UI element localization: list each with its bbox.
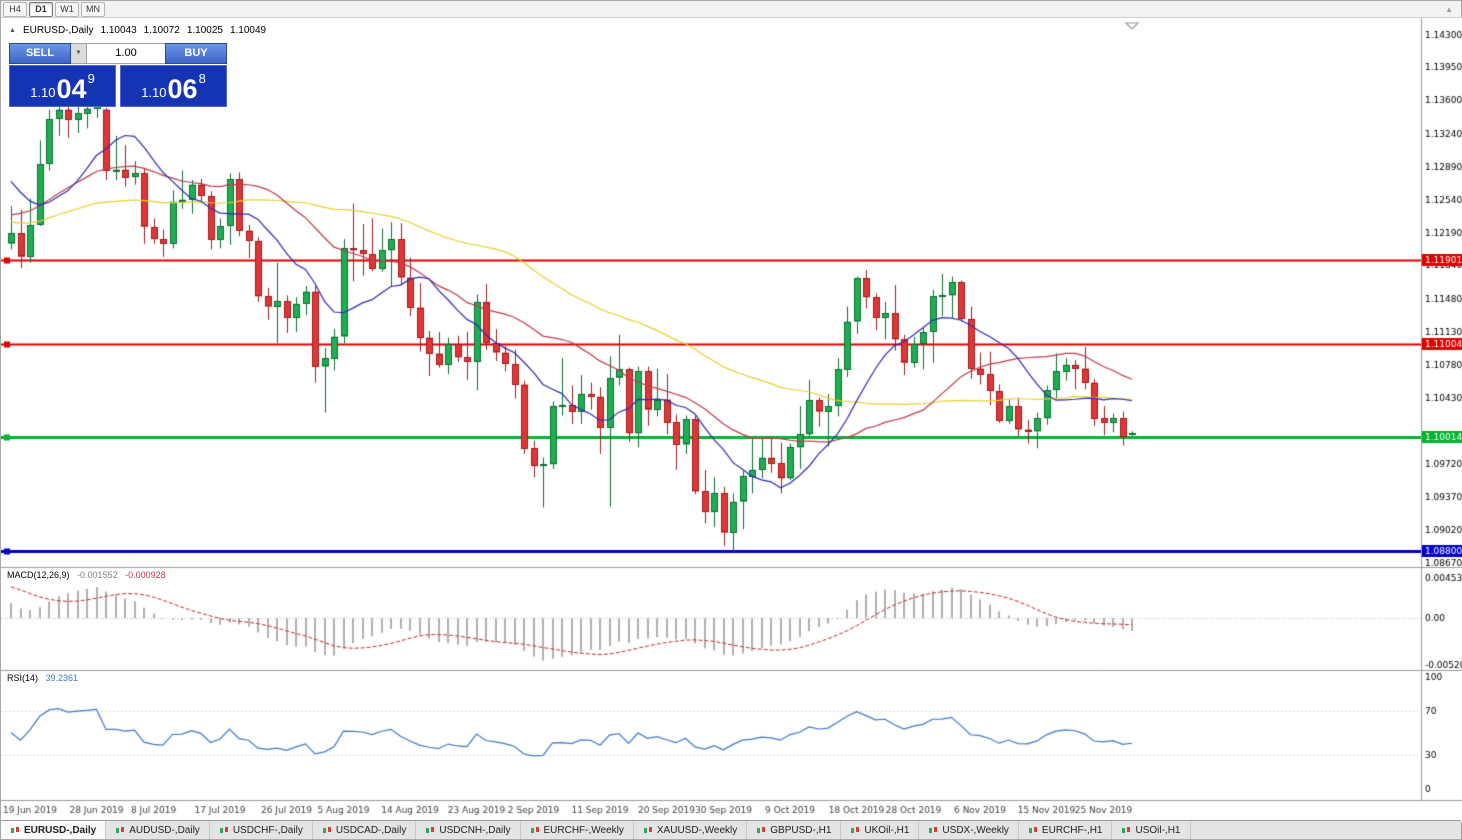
chart-tab-icon [530,827,539,833]
buy-price-big: 06 [167,74,198,104]
tab-eurchf-weekly[interactable]: EURCHF-,Weekly [521,821,634,839]
tf-button-h4[interactable]: H4 [3,1,27,17]
tab-label: EURCHF-,H1 [1041,824,1103,836]
symbol-title: EURUSD-,Daily [22,25,94,36]
tab-xauusd-weekly[interactable]: XAUUSD-,Weekly [634,821,748,839]
sell-price-prefix: 1.10 [30,85,56,100]
rsi-header: RSI(14) 39.2361 [7,673,78,683]
tab-audusd-daily[interactable]: AUDUSD-,Daily [106,821,210,839]
chart-tabbar: EURUSD-,Daily AUDUSD-,Daily USDCHF-,Dail… [1,820,1461,839]
macd-header: MACD(12,26,9) -0.001552 -0.000928 [7,570,166,580]
chevron-down-icon: ▼ [75,50,82,56]
sell-price-big: 04 [56,74,87,104]
toolbar-up-icon[interactable]: ▲ [1445,4,1453,14]
macd-signal-value: -0.000928 [125,570,166,580]
buy-price-button[interactable]: 1.10 06 8 [120,65,227,107]
one-click-toggle-icon[interactable]: ▲ [9,27,16,34]
buy-button[interactable]: BUY [165,43,227,64]
tab-label: USDX-,Weekly [942,824,1009,836]
tab-usdchf-daily[interactable]: USDCHF-,Daily [210,821,313,839]
timeframe-toolbar: H4 D1 W1 MN ▲ [1,1,1461,18]
tab-label: UKOil-,H1 [864,824,910,836]
tab-gbpusd-h1[interactable]: GBPUSD-,H1 [747,821,842,839]
one-click-trading-panel: SELL ▼ 1.00 BUY 1.10 04 9 1.10 06 8 [9,43,227,107]
macd-main-value: -0.001552 [77,570,118,580]
chart-tab-icon [757,827,766,833]
tab-label: USDCHF-,Daily [232,824,303,836]
ohlc-low: 1.10025 [186,25,223,36]
tf-button-mn[interactable]: MN [81,1,105,17]
volume-input[interactable]: 1.00 [87,43,165,64]
rsi-value: 39.2361 [45,673,79,683]
buy-price-prefix: 1.10 [141,85,167,100]
volume-dropdown-button[interactable]: ▼ [71,43,87,64]
buy-price-pip: 8 [198,71,206,86]
tab-usdcad-daily[interactable]: USDCAD-,Daily [313,821,417,839]
tab-eurchf-h1[interactable]: EURCHF-,H1 [1019,821,1113,839]
tab-label: GBPUSD-,H1 [770,824,832,836]
tf-button-d1[interactable]: D1 [29,1,53,17]
chart-tab-icon [322,827,331,833]
tab-label: AUDUSD-,Daily [129,824,200,836]
macd-label: MACD(12,26,9) [7,570,70,580]
tab-usdcnh-daily[interactable]: USDCNH-,Daily [416,821,521,839]
tab-ukoil-h1[interactable]: UKOil-,H1 [841,821,920,839]
tab-label: USDCAD-,Daily [335,824,407,836]
chart-tab-icon [643,827,652,833]
tab-usdx-weekly[interactable]: USDX-,Weekly [919,821,1019,839]
tf-button-w1[interactable]: W1 [55,1,79,17]
tab-label: USDCNH-,Daily [439,824,511,836]
chart-tab-icon [116,827,125,833]
tab-label: XAUUSD-,Weekly [656,824,738,836]
chart-tab-icon [11,827,19,833]
ohlc-open: 1.10043 [100,25,137,36]
chart-tab-icon [219,827,228,833]
chart-tab-icon [1122,827,1131,833]
tab-eurusd-daily[interactable]: EURUSD-,Daily [1,821,107,839]
tab-label: USOil-,H1 [1135,824,1181,836]
chart-header: ▲ EURUSD-,Daily 1.10043 1.10072 1.10025 … [9,25,266,36]
chart-tab-icon [426,827,435,833]
ohlc-close: 1.10049 [229,25,267,36]
tab-label: EURUSD-,Daily [24,824,97,836]
rsi-label: RSI(14) [7,673,39,683]
ohlc-high: 1.10072 [143,25,180,36]
chart-tab-icon [851,827,860,833]
sell-price-pip: 9 [87,71,95,86]
sell-button[interactable]: SELL [9,43,71,64]
sell-price-button[interactable]: 1.10 04 9 [9,65,116,107]
chart-tab-icon [1028,827,1037,833]
tab-usoil-h1[interactable]: USOil-,H1 [1112,821,1191,839]
chart-tab-icon [929,827,938,833]
chart-canvas[interactable] [1,18,1462,822]
tab-label: EURCHF-,Weekly [543,824,624,836]
